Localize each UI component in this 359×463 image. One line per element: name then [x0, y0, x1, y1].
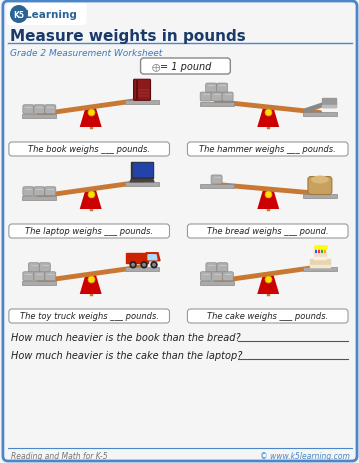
Polygon shape	[257, 275, 279, 294]
FancyBboxPatch shape	[23, 106, 34, 114]
Polygon shape	[80, 108, 102, 128]
FancyBboxPatch shape	[222, 272, 233, 281]
Polygon shape	[257, 189, 279, 210]
Polygon shape	[132, 164, 151, 177]
Text: The book weighs ___ pounds.: The book weighs ___ pounds.	[28, 145, 150, 154]
Polygon shape	[130, 178, 154, 182]
Text: Measure weights in pounds: Measure weights in pounds	[10, 30, 246, 44]
Circle shape	[141, 262, 147, 268]
FancyBboxPatch shape	[45, 272, 56, 281]
Text: How much heavier is the cake than the laptop?: How much heavier is the cake than the la…	[11, 350, 242, 360]
FancyBboxPatch shape	[141, 59, 230, 75]
Polygon shape	[309, 259, 330, 267]
Polygon shape	[80, 189, 102, 210]
FancyBboxPatch shape	[206, 84, 216, 93]
Bar	[200, 282, 234, 286]
Text: ⨁: ⨁	[151, 63, 160, 71]
FancyBboxPatch shape	[45, 106, 56, 114]
FancyBboxPatch shape	[217, 263, 228, 272]
FancyBboxPatch shape	[39, 263, 50, 272]
Bar	[125, 182, 159, 187]
Polygon shape	[148, 255, 157, 260]
FancyBboxPatch shape	[134, 80, 150, 101]
Bar	[125, 100, 159, 105]
FancyBboxPatch shape	[23, 188, 34, 196]
FancyBboxPatch shape	[211, 93, 222, 102]
FancyBboxPatch shape	[211, 272, 222, 281]
FancyBboxPatch shape	[206, 263, 217, 272]
Circle shape	[151, 262, 157, 268]
Text: Reading and Math for K-5: Reading and Math for K-5	[11, 451, 107, 461]
FancyBboxPatch shape	[9, 143, 169, 156]
Polygon shape	[257, 108, 279, 128]
Polygon shape	[309, 265, 330, 267]
Circle shape	[130, 262, 136, 268]
Text: The cake weighs ___ pounds.: The cake weighs ___ pounds.	[207, 312, 328, 321]
FancyBboxPatch shape	[34, 272, 45, 281]
Polygon shape	[146, 253, 160, 261]
FancyBboxPatch shape	[34, 188, 45, 196]
FancyBboxPatch shape	[187, 143, 348, 156]
FancyBboxPatch shape	[9, 225, 169, 238]
Text: © www.k5learning.com: © www.k5learning.com	[260, 451, 350, 461]
Circle shape	[132, 264, 134, 266]
Text: The toy truck weighs ___ pounds.: The toy truck weighs ___ pounds.	[20, 312, 159, 321]
Bar	[22, 115, 56, 119]
Bar	[125, 267, 159, 271]
Text: The bread weighs ___ pound.: The bread weighs ___ pound.	[207, 227, 328, 236]
FancyBboxPatch shape	[200, 272, 211, 281]
Ellipse shape	[311, 176, 329, 184]
Circle shape	[143, 264, 145, 266]
Circle shape	[153, 264, 155, 266]
Circle shape	[10, 6, 28, 24]
Bar	[303, 194, 337, 198]
Text: Learning: Learning	[25, 10, 77, 20]
FancyBboxPatch shape	[9, 309, 169, 323]
Text: The laptop weighs ___ pounds.: The laptop weighs ___ pounds.	[25, 227, 153, 236]
Text: How much heavier is the book than the bread?: How much heavier is the book than the br…	[11, 332, 241, 342]
Bar	[200, 185, 233, 189]
Text: = 1 pound: = 1 pound	[160, 62, 211, 72]
Polygon shape	[131, 163, 153, 178]
Polygon shape	[80, 275, 102, 294]
FancyBboxPatch shape	[222, 93, 233, 102]
Bar	[303, 113, 337, 117]
FancyBboxPatch shape	[7, 4, 87, 26]
FancyBboxPatch shape	[23, 272, 34, 281]
FancyBboxPatch shape	[308, 177, 332, 195]
Text: K5: K5	[13, 11, 24, 19]
Polygon shape	[126, 253, 148, 263]
Bar	[22, 282, 56, 286]
Polygon shape	[314, 257, 326, 259]
FancyBboxPatch shape	[34, 106, 45, 114]
FancyBboxPatch shape	[200, 93, 211, 102]
Text: The hammer weighs ___ pounds.: The hammer weighs ___ pounds.	[199, 145, 336, 154]
Polygon shape	[314, 252, 326, 259]
FancyBboxPatch shape	[211, 175, 222, 185]
Bar	[22, 197, 56, 201]
FancyBboxPatch shape	[216, 84, 228, 93]
Polygon shape	[322, 106, 336, 108]
Polygon shape	[322, 99, 336, 108]
FancyBboxPatch shape	[187, 309, 348, 323]
Text: Grade 2 Measurement Worksheet: Grade 2 Measurement Worksheet	[10, 49, 162, 57]
FancyBboxPatch shape	[28, 263, 39, 272]
FancyBboxPatch shape	[45, 188, 56, 196]
Bar	[303, 267, 336, 271]
FancyBboxPatch shape	[187, 225, 348, 238]
Bar	[200, 102, 234, 106]
